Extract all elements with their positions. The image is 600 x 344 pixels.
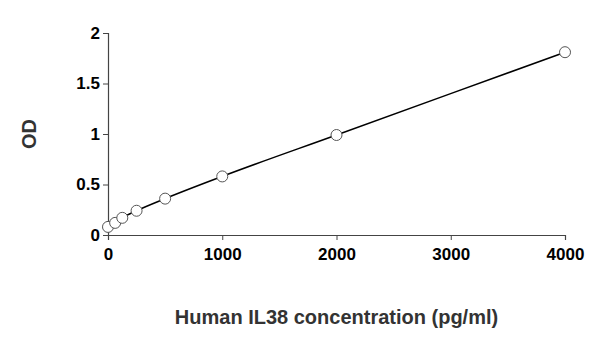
- data-point: [217, 171, 228, 182]
- axis-line: [103, 34, 109, 236]
- tick-mark: [565, 235, 566, 240]
- tick-label: 0.5: [76, 175, 100, 194]
- tick: 3000: [432, 235, 470, 264]
- data-point: [331, 130, 342, 141]
- tick: 0: [104, 235, 113, 264]
- chart-container: 0 1000 2000 3000 4000 0 0.5 1 1.5 2 Human IL38 con…: [0, 0, 600, 344]
- tick-label: 3000: [432, 245, 470, 264]
- fit-line: [108, 52, 565, 227]
- tick: 1000: [204, 235, 242, 264]
- tick-mark: [103, 33, 108, 34]
- chart-svg: 0 1000 2000 3000 4000 0 0.5 1 1.5 2 Human IL38 con…: [0, 0, 600, 344]
- data-point: [160, 193, 171, 204]
- tick-label: 2: [91, 24, 100, 43]
- tick-mark: [222, 235, 223, 240]
- plot-area: 0 1000 2000 3000 4000 0 0.5 1 1.5 2: [76, 24, 584, 264]
- tick-mark: [103, 84, 108, 85]
- tick-mark: [103, 235, 108, 236]
- x-axis-title: Human IL38 concentration (pg/ml): [175, 306, 498, 328]
- tick: 2000: [318, 235, 356, 264]
- tick: 1: [91, 125, 108, 144]
- data-point: [560, 47, 571, 58]
- tick: 2: [91, 24, 108, 43]
- tick-label: 2000: [318, 245, 356, 264]
- data-layer: [103, 47, 571, 233]
- tick-label: 0: [91, 226, 100, 245]
- tick-mark: [337, 235, 338, 240]
- y-axis-title: OD: [18, 119, 40, 149]
- tick: 0.5: [76, 175, 108, 194]
- tick-mark: [103, 185, 108, 186]
- tick: 1.5: [76, 74, 108, 93]
- tick-mark: [103, 134, 108, 135]
- axis-line: [109, 236, 566, 241]
- tick: 4000: [547, 235, 585, 264]
- tick-mark: [451, 235, 452, 240]
- tick-label: 1.5: [76, 74, 100, 93]
- data-point: [131, 205, 142, 216]
- x-axis: 0 1000 2000 3000 4000: [104, 235, 585, 264]
- data-point: [117, 212, 128, 223]
- tick-label: 4000: [547, 245, 585, 264]
- tick-label: 1: [91, 125, 100, 144]
- tick-label: 0: [104, 245, 113, 264]
- tick-label: 1000: [204, 245, 242, 264]
- y-axis: 0 0.5 1 1.5 2: [76, 24, 108, 245]
